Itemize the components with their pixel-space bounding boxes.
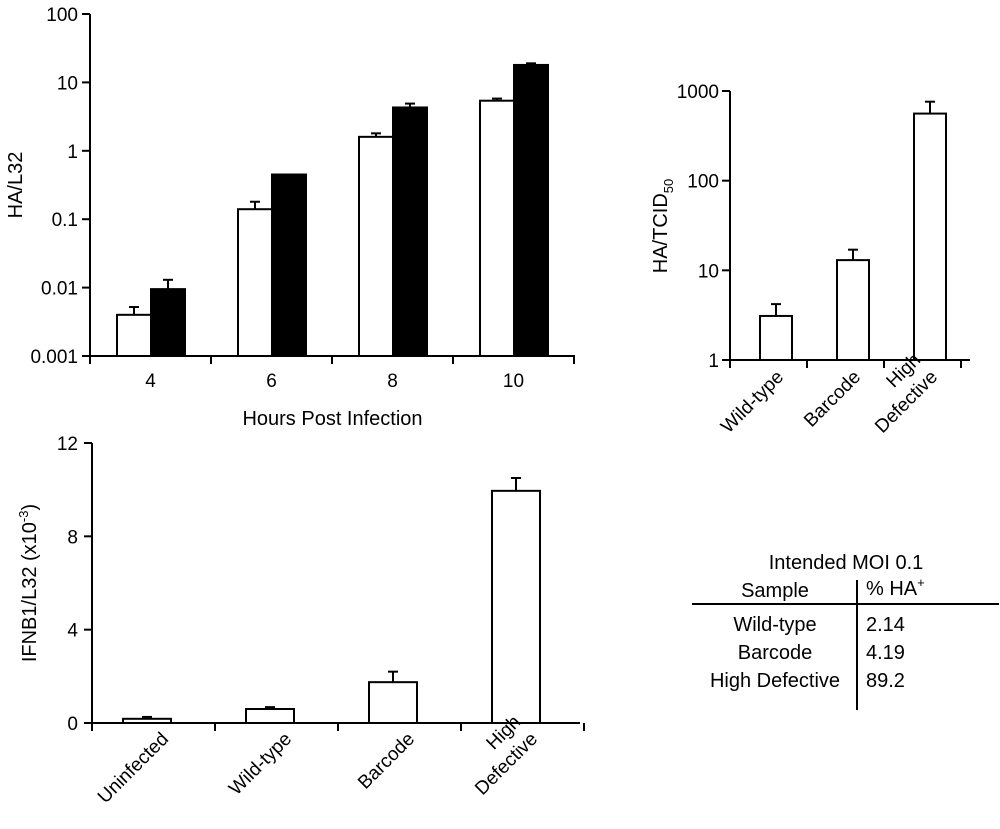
y-axis-title: HA/L32 <box>5 152 27 219</box>
y-axis-title-end: ) <box>19 504 41 511</box>
x-tick-label: Barcode <box>354 729 419 794</box>
bar <box>150 288 186 358</box>
hpi-chart: 0.001 0.01 0.1 1 10 100 4 6 8 10 Hours Post Infect… <box>5 5 575 430</box>
y-tick-label: 100 <box>46 5 78 26</box>
y-tick-label: 100 <box>687 172 719 193</box>
bar <box>271 173 307 357</box>
bar <box>237 208 273 357</box>
moi-row-value: 2.14 <box>866 614 905 636</box>
y-tick-label: 1 <box>708 351 719 372</box>
x-tick-label-line: Uninfected <box>94 729 173 808</box>
bar <box>491 489 541 725</box>
moi-row-value: 89.2 <box>866 670 905 692</box>
x-tick-label-line: Barcode <box>354 729 419 794</box>
y-axis-title-sub: 50 <box>661 179 676 193</box>
x-tick-label: Barcode <box>800 367 865 432</box>
y-tick-label: 1 <box>67 142 78 163</box>
ifnb-chart: 0 4 8 12 Uninfected Wild-type Barcode HighDefec… <box>16 434 585 808</box>
y-axis-title-text: HA/TCID <box>650 193 672 273</box>
x-tick-label-line: Wild-type <box>717 367 788 438</box>
moi-row-value: 4.19 <box>866 642 905 664</box>
y-axis-title-sup: -3 <box>16 511 31 523</box>
x-tick-label: 4 <box>145 371 156 392</box>
x-tick-label: Uninfected <box>94 729 173 808</box>
y-tick-label: 0.01 <box>41 279 78 300</box>
x-axis-title: Hours Post Infection <box>242 408 422 430</box>
moi-table-title: Intended MOI 0.1 <box>769 552 924 574</box>
y-axis-title-text: IFNB1/L32 (x10 <box>19 522 41 662</box>
bar <box>358 135 394 357</box>
y-tick-label: 10 <box>698 261 719 282</box>
moi-col-sample: Sample <box>741 580 809 602</box>
x-tick-label-line: Wild-type <box>225 729 296 800</box>
x-tick-label: Wild-type <box>717 367 788 438</box>
bar <box>759 314 793 361</box>
y-tick-label: 10 <box>57 73 78 94</box>
moi-col-ha-text: % HA <box>866 578 918 600</box>
y-tick-label: 0.001 <box>30 347 78 368</box>
moi-col-ha-sup: + <box>917 575 925 590</box>
y-axis-title-text: HA/L32 <box>5 152 27 219</box>
y-tick-label: 12 <box>57 434 78 455</box>
x-tick-label: 8 <box>387 371 398 392</box>
x-tick-label: 6 <box>266 371 277 392</box>
y-tick-label: 4 <box>67 621 78 642</box>
bar <box>368 681 418 725</box>
moi-row-sample: Wild-type <box>733 614 816 636</box>
x-tick-label: HighDefective <box>854 350 942 438</box>
y-tick-label: 1000 <box>677 82 719 103</box>
y-tick-label: 8 <box>67 527 78 548</box>
moi-row-sample: High Defective <box>710 670 840 692</box>
x-tick-label-line: Barcode <box>800 367 865 432</box>
y-axis-title: HA/TCID50 <box>650 179 676 273</box>
bar <box>913 112 947 361</box>
moi-row-sample: Barcode <box>738 642 813 664</box>
bar <box>836 259 870 362</box>
bar <box>116 313 152 357</box>
bar <box>513 63 549 357</box>
moi-table: Intended MOI 0.1 Sample % HA+ Wild-type 2… <box>692 552 999 710</box>
moi-rows: Wild-type 2.14 Barcode 4.19 High Defective 89… <box>710 614 905 692</box>
y-tick-label: 0.1 <box>52 210 78 231</box>
x-tick-label: 10 <box>503 371 524 392</box>
x-tick-label: HighDefective <box>454 712 542 800</box>
y-tick-label: 0 <box>67 714 78 735</box>
bar <box>122 717 172 724</box>
x-tick-label: Wild-type <box>225 729 296 800</box>
bar <box>245 708 295 724</box>
y-axis-title: IFNB1/L32 (x10-3) <box>16 504 41 662</box>
bar <box>479 99 515 357</box>
tcid-chart: 1 10 100 1000 Wild-type Barcode HighDefective H… <box>650 82 970 438</box>
bar <box>392 106 428 357</box>
moi-col-ha: % HA+ <box>866 575 925 600</box>
